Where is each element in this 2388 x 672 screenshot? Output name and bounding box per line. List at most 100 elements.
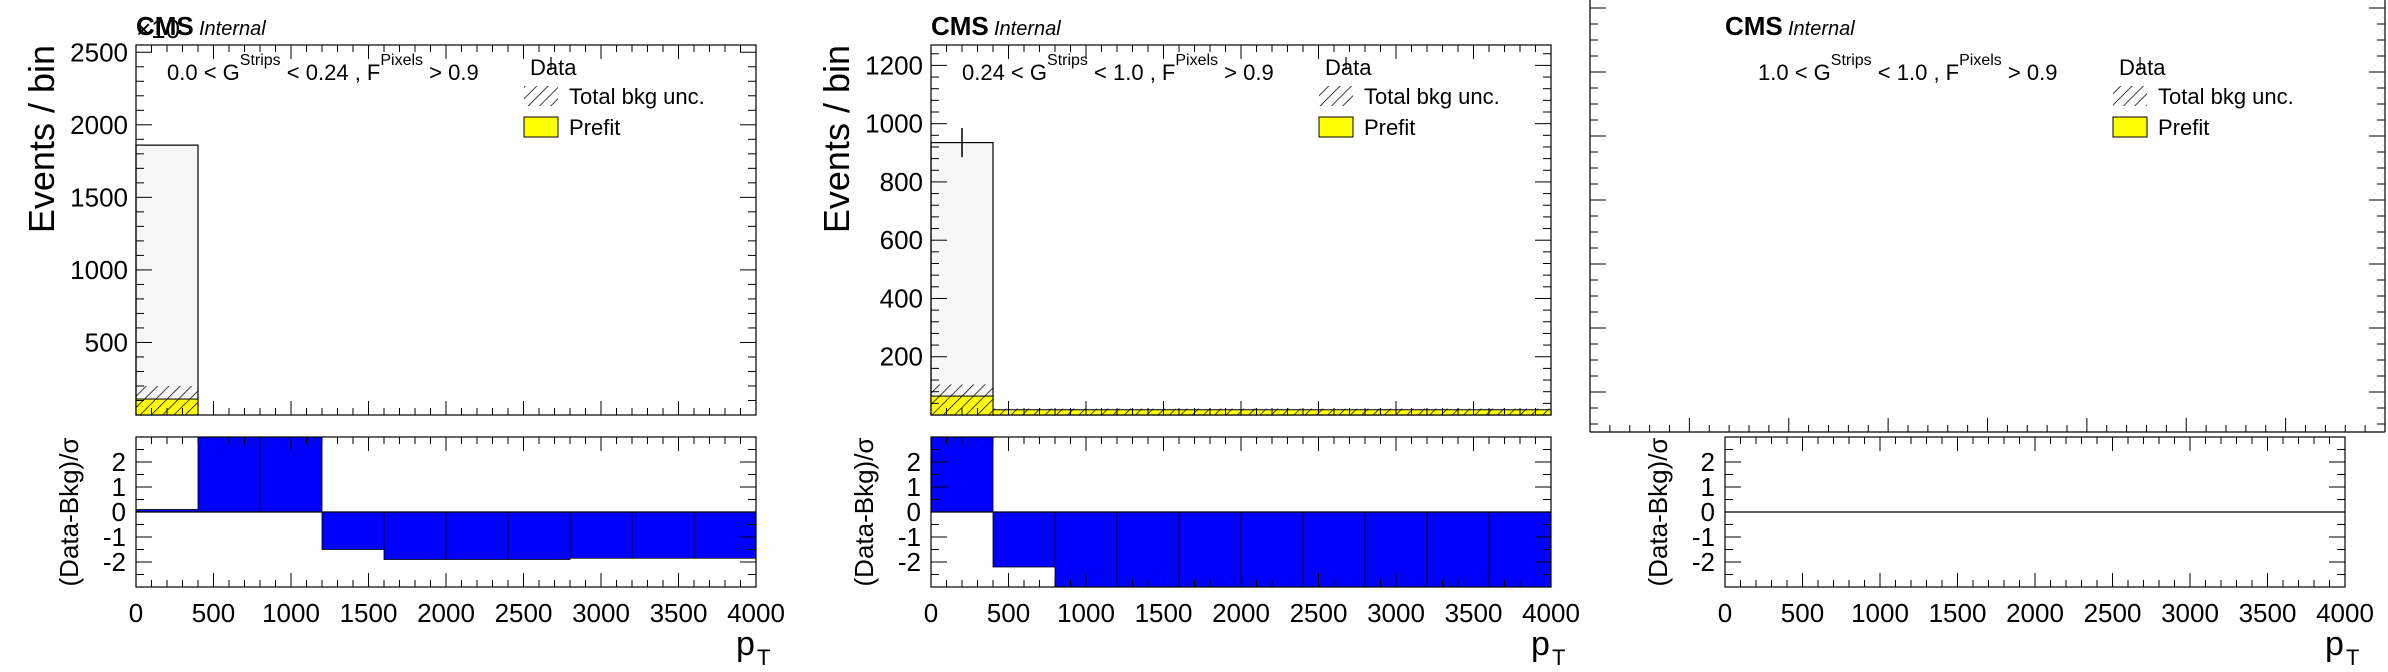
x-tick-label: 1000 [1851,598,1909,628]
pull-bar [1302,511,1366,588]
legend-data-label: Data [2119,55,2166,80]
x-tick-label: 2500 [1290,598,1348,628]
y-axis-title: Events / bin [21,45,62,233]
x-axis-title-sub: T [2346,645,2359,670]
pull-bar [1178,511,1242,588]
pull-bar [1240,511,1304,588]
x-tick-label: 1000 [1057,598,1115,628]
legend-prefit-label: Prefit [1364,115,1415,140]
status-label: Internal [199,18,266,40]
x-tick-label: 1500 [340,598,398,628]
x-tick-label: 0 [924,598,938,628]
region-label: 0.24 < GStrips < 1.0 , FPixels > 0.9 [962,52,1274,85]
pull-bar [445,511,509,560]
ratio-tick-label: -2 [1692,547,1715,577]
data-hist-bar [930,141,994,416]
x-tick-label: 3500 [650,598,708,628]
legend-prefit-label: Prefit [569,115,620,140]
x-tick-label: 4000 [727,598,785,628]
x-axis-title-sub: T [757,645,770,670]
y-tick-label: 2000 [70,110,128,140]
x-tick-label: 3000 [2161,598,2219,628]
x-axis-title: p [1531,625,1550,663]
y-tick-label: 800 [880,167,923,197]
y-tick-label: 500 [85,327,128,357]
legend-unc-swatch [1319,86,1353,106]
ratio-y-axis-title: (Data-Bkg)/σ [54,438,84,587]
ratio-tick-label: 0 [1701,497,1715,527]
ratio-tick-label: -2 [898,547,921,577]
ratio-tick-label: 1 [907,472,921,502]
region-label: 0.0 < GStrips < 0.24 , FPixels > 0.9 [167,52,479,85]
x-tick-label: 2000 [2006,598,2064,628]
pull-bar [321,511,385,550]
region-label-mid: < 1.0 , F [1872,60,1959,85]
x-tick-label: 2500 [2084,598,2142,628]
y-tick-label: 200 [880,342,923,372]
status-label: Internal [1788,18,1855,40]
experiment-label: CMS [1725,11,1783,41]
pull-bar [1488,511,1552,588]
ratio-tick-label: -1 [103,522,126,552]
data-hist-bar [135,144,199,416]
x-tick-label: 0 [1718,598,1732,628]
legend-data-label: Data [1325,55,1372,80]
legend-prefit-label: Prefit [2158,115,2209,140]
legend-prefit-swatch [523,116,559,138]
y-tick-label: 600 [880,225,923,255]
region-label-post: > 0.9 [2002,60,2058,85]
pull-bar [383,511,447,560]
ratio-tick-label: 2 [907,447,921,477]
region-label-sup1: Strips [1831,52,1872,69]
x-tick-label: 3000 [572,598,630,628]
x-tick-label: 1500 [1135,598,1193,628]
y-axis-title: Events / bin [816,45,857,233]
legend-prefit-swatch [2112,116,2148,138]
status-label: Internal [994,18,1061,40]
experiment-label: CMS [931,11,989,41]
x-tick-label: 500 [192,598,235,628]
region-label-post: > 0.9 [1218,60,1274,85]
x-axis-title: p [736,625,755,663]
x-tick-label: 500 [1781,598,1824,628]
legend-unc-label: Total bkg unc. [2158,84,2294,109]
pull-bar [1116,511,1180,588]
x-tick-label: 2500 [495,598,553,628]
experiment-label: CMS [136,11,194,41]
y-tick-label: 1200 [865,50,923,80]
y-tick-label: 1000 [70,255,128,285]
region-label-pre: 1.0 < G [1758,60,1831,85]
ratio-tick-label: 0 [907,497,921,527]
legend-prefit-swatch [1318,116,1354,138]
pull-bar [693,511,757,559]
x-tick-label: 3000 [1367,598,1425,628]
region-label-pre: 0.24 < G [962,60,1047,85]
legend-unc-swatch [524,86,558,106]
ratio-tick-label: -1 [1692,522,1715,552]
pull-bar [569,511,633,559]
region-label: 1.0 < GStrips < 1.0 , FPixels > 0.9 [1758,52,2057,85]
pull-bar [992,511,1056,568]
ratio-y-axis-title: (Data-Bkg)/σ [1643,438,1673,587]
legend-unc-label: Total bkg unc. [1364,84,1500,109]
region-label-pre: 0.0 < G [167,60,240,85]
x-tick-label: 2000 [1212,598,1270,628]
ratio-tick-label: 1 [1701,472,1715,502]
ratio-tick-label: 1 [112,472,126,502]
ratio-tick-label: 0 [112,497,126,527]
x-tick-label: 500 [987,598,1030,628]
x-tick-label: 3500 [1445,598,1503,628]
y-tick-label: 400 [880,283,923,313]
legend-unc-swatch [2113,86,2147,106]
pull-bar [197,436,261,513]
region-label-sup1: Strips [240,52,281,69]
x-tick-label: 1500 [1929,598,1987,628]
ratio-tick-label: -2 [103,547,126,577]
pull-bar [631,511,695,559]
pull-bar [930,436,994,513]
ratio-tick-label: 2 [112,447,126,477]
region-label-sup2: Pixels [380,52,423,69]
y-tick-label: 2500 [70,37,128,67]
